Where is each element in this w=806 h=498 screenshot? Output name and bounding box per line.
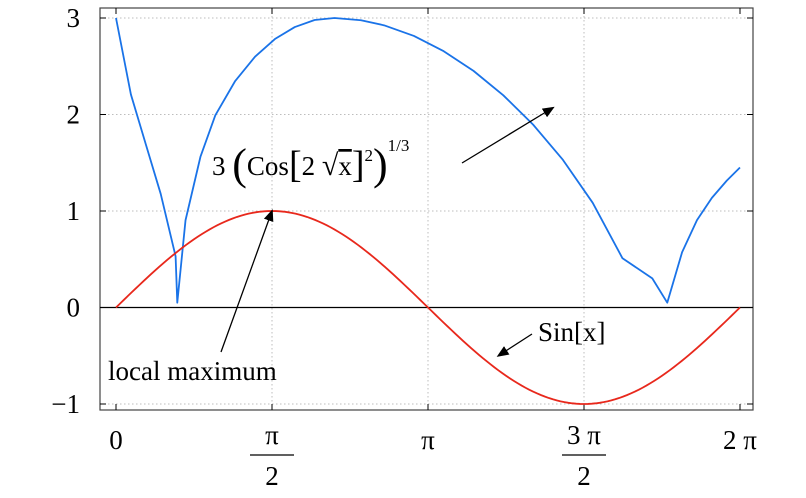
local-maximum-arrow xyxy=(220,209,274,353)
axis-ticks xyxy=(100,8,753,410)
y-tick-label: 2 xyxy=(67,100,81,130)
local-maximum-label: local maximum xyxy=(108,356,277,386)
series xyxy=(115,17,741,405)
plot-frame xyxy=(99,7,754,411)
x-tick-label: 0 xyxy=(109,425,123,455)
x-tick-label-numerator: π xyxy=(265,420,279,450)
y-tick-labels: −1 0 1 2 3 xyxy=(51,3,80,419)
annotation-local-maximum: local maximum xyxy=(108,209,277,386)
sin-label: Sin[x] xyxy=(538,317,606,347)
annotation-sin: Sin[x] xyxy=(496,317,606,357)
x-tick-label: π xyxy=(421,425,435,455)
x-tick-label-denominator: 2 xyxy=(577,461,591,491)
cos-formula-label: 3 (Cos[2 √x]2)1/3 xyxy=(212,136,409,189)
x-tick-label: 2 π xyxy=(723,425,757,455)
cos-curve xyxy=(115,17,741,304)
y-tick-label: 0 xyxy=(67,293,81,323)
y-tick-label: 1 xyxy=(67,196,81,226)
y-tick-label: 3 xyxy=(67,3,81,33)
y-tick-label: −1 xyxy=(51,389,80,419)
x-tick-label-numerator: 3 π xyxy=(567,420,601,450)
sin-curve xyxy=(115,210,741,405)
x-tick-label-denominator: 2 xyxy=(265,461,279,491)
cos-formula-arrow xyxy=(461,106,555,164)
sin-label-arrow xyxy=(496,333,533,357)
annotation-cos-formula: 3 (Cos[2 √x]2)1/3 xyxy=(212,106,555,189)
x-tick-labels: 0 π 2 π 3 π 2 2 π xyxy=(109,420,757,491)
grid xyxy=(100,8,753,410)
